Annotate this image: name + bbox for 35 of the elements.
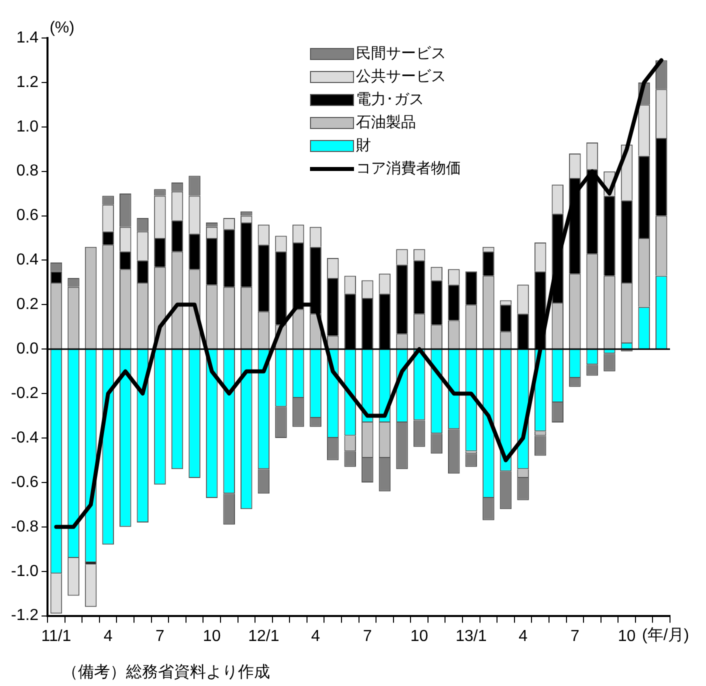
x-tick-label: 7 [570,628,580,645]
y-tick-label: 0.8 [16,162,39,180]
y-tick-label: 0.2 [16,296,39,314]
x-tick-label: 10 [618,628,636,645]
y-tick-label: -0.8 [10,518,39,536]
y-axis-title: (%) [50,19,74,36]
y-tick-label: 0.0 [16,340,39,358]
text: （備考）総務省資料より作成 [62,662,270,683]
y-tick-label: 1.4 [16,29,39,46]
legend-label: 財 [356,136,371,156]
x-axis-title: (年/月) [642,627,690,644]
x-tick-label: 7 [156,628,164,645]
legend-label: 石油製品 [356,113,416,133]
legend-label: コア消費者物価 [356,159,461,179]
y-tick-label: 0.6 [16,207,39,224]
legend-label: 公共サービス [356,67,446,87]
x-tick-label: 7 [362,628,372,645]
x-tick-label: 10 [202,628,221,645]
x-tick-label: 11/1 [41,628,72,645]
legend-label: 電力･ガス [356,90,424,110]
x-tick-label: 13/1 [456,628,487,645]
y-tick-label: 0.4 [16,252,39,269]
legend-label: 民間サービス [356,44,446,64]
y-tick-label: -1.2 [10,607,39,624]
x-tick-label: 12/1 [248,628,280,645]
y-tick-label: -1.0 [10,562,39,580]
y-tick-label: -0.6 [10,474,39,491]
y-tick-label: 1.2 [16,74,39,91]
x-tick-label: 4 [518,628,528,645]
y-tick-label: 1.0 [16,118,39,136]
x-tick-label: 4 [104,628,113,645]
x-tick-label: 10 [410,628,428,645]
x-tick-label: 4 [311,628,320,645]
y-tick-label: -0.2 [10,384,39,402]
y-tick-label: -0.4 [10,429,39,446]
